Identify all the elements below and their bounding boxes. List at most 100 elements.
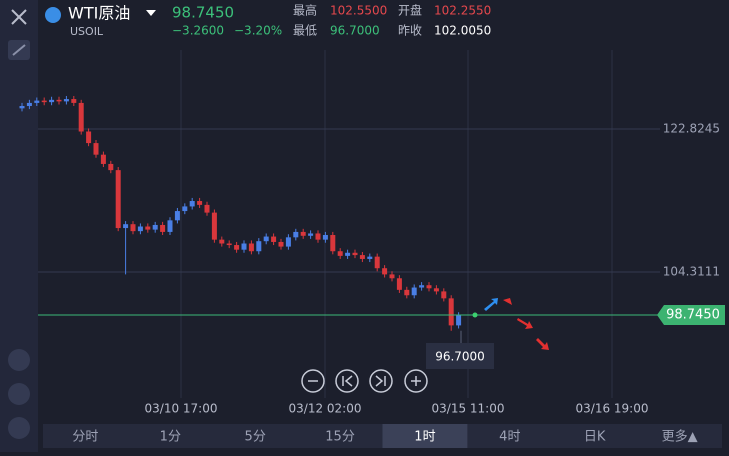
candle-body [293,231,299,238]
price: 98.7450 [172,4,234,22]
candle-body [308,233,314,236]
chart: 104.3111 122.8245 03/10 17:00 03/12 02:00 03… [19,95,725,416]
candle-body [271,236,277,242]
candle-body [456,314,462,326]
candle-body [345,252,351,256]
signal-arrow [503,298,512,305]
tab[interactable]: 15分 [325,430,355,445]
candle-body [337,251,343,256]
candle-body [211,212,217,240]
tab[interactable]: 日K [584,430,606,445]
candle-body [174,211,180,221]
candle-body [411,287,417,296]
candle-body [382,268,388,275]
candle-body [86,131,92,144]
candle-body [182,206,188,212]
candle-body [234,245,240,250]
value: 96.7000 [330,24,380,38]
candle-body [19,106,25,109]
candle-body [367,256,373,259]
candle-body [137,226,143,232]
x-grid [180,50,613,398]
candle-body [123,224,129,229]
label: 昨收 [398,24,422,38]
candle-body [352,252,358,256]
x-tick-label: 03/10 17:00 [145,402,218,416]
candle-body [389,274,395,279]
prev[interactable] [335,369,359,393]
tab[interactable]: 1时 [414,430,435,445]
candle-body [300,231,306,236]
candle-body [130,224,136,232]
nav-buttons [301,369,428,393]
close-button[interactable] [11,9,27,25]
candle-body [359,255,365,259]
candle-body [441,291,447,299]
candle-body [189,201,195,207]
candle-body [78,102,84,132]
value: 102.5500 [330,4,387,18]
candle-body [152,224,158,230]
candle-body [93,143,99,155]
candle-body [315,233,321,240]
candle-body [433,288,439,292]
candle-body [160,224,166,232]
value: 102.0050 [434,24,491,38]
candle-body [396,278,402,290]
candle-body [241,243,247,250]
candle-body [256,241,262,252]
candle-body [71,99,77,103]
tab[interactable]: 1分 [160,430,181,445]
change: −3.2600 [172,24,224,38]
line-button[interactable] [8,417,30,439]
signal-arrow [517,318,533,329]
candle-body [330,235,336,252]
candle-body [285,237,291,247]
candle-body [145,226,151,230]
low-label: 96.7000 [435,350,485,364]
candle-body [49,99,55,103]
label: 最高 [293,3,317,18]
candle-body [419,285,425,288]
change-pct: −3.20% [234,24,282,38]
tab[interactable]: 更多▲ [662,429,698,445]
zoom-in[interactable] [404,369,428,393]
candle-body [115,170,121,229]
code: USOIL [70,25,104,38]
tab-active [382,424,468,448]
toolbar [0,0,38,452]
candle-body [26,102,32,107]
symbol-icon [45,7,61,23]
candle-body [197,201,203,205]
x-tick-label: 03/16 19:00 [576,402,649,416]
indicator-button[interactable] [8,349,30,371]
zoom-out[interactable] [301,369,325,393]
next[interactable] [369,369,393,393]
value: 102.2550 [434,4,491,18]
x-tick-label: 03/15 11:00 [432,402,505,416]
candle-body [263,236,269,242]
dropdown-arrow[interactable] [146,10,156,16]
candle-body [226,243,232,246]
candle-body [374,256,380,269]
tab[interactable]: 分时 [72,430,98,445]
candle-body [41,100,47,103]
signal-arrow [484,298,498,311]
draw-button[interactable] [8,383,30,405]
label: 开盘 [398,3,422,18]
candle-body [63,99,69,102]
y-tick-label: 104.3111 [663,264,720,278]
candle-body [108,163,114,171]
icon [12,44,26,56]
last-price-dot [472,312,478,318]
candle-body [56,99,62,102]
candle-body [167,220,173,232]
y-tick-label: 122.8245 [663,121,720,135]
tab[interactable]: 4时 [499,430,520,445]
tab[interactable]: 5分 [245,430,266,445]
symbol[interactable]: WTI原油 [68,4,130,23]
candle-body [448,298,454,326]
